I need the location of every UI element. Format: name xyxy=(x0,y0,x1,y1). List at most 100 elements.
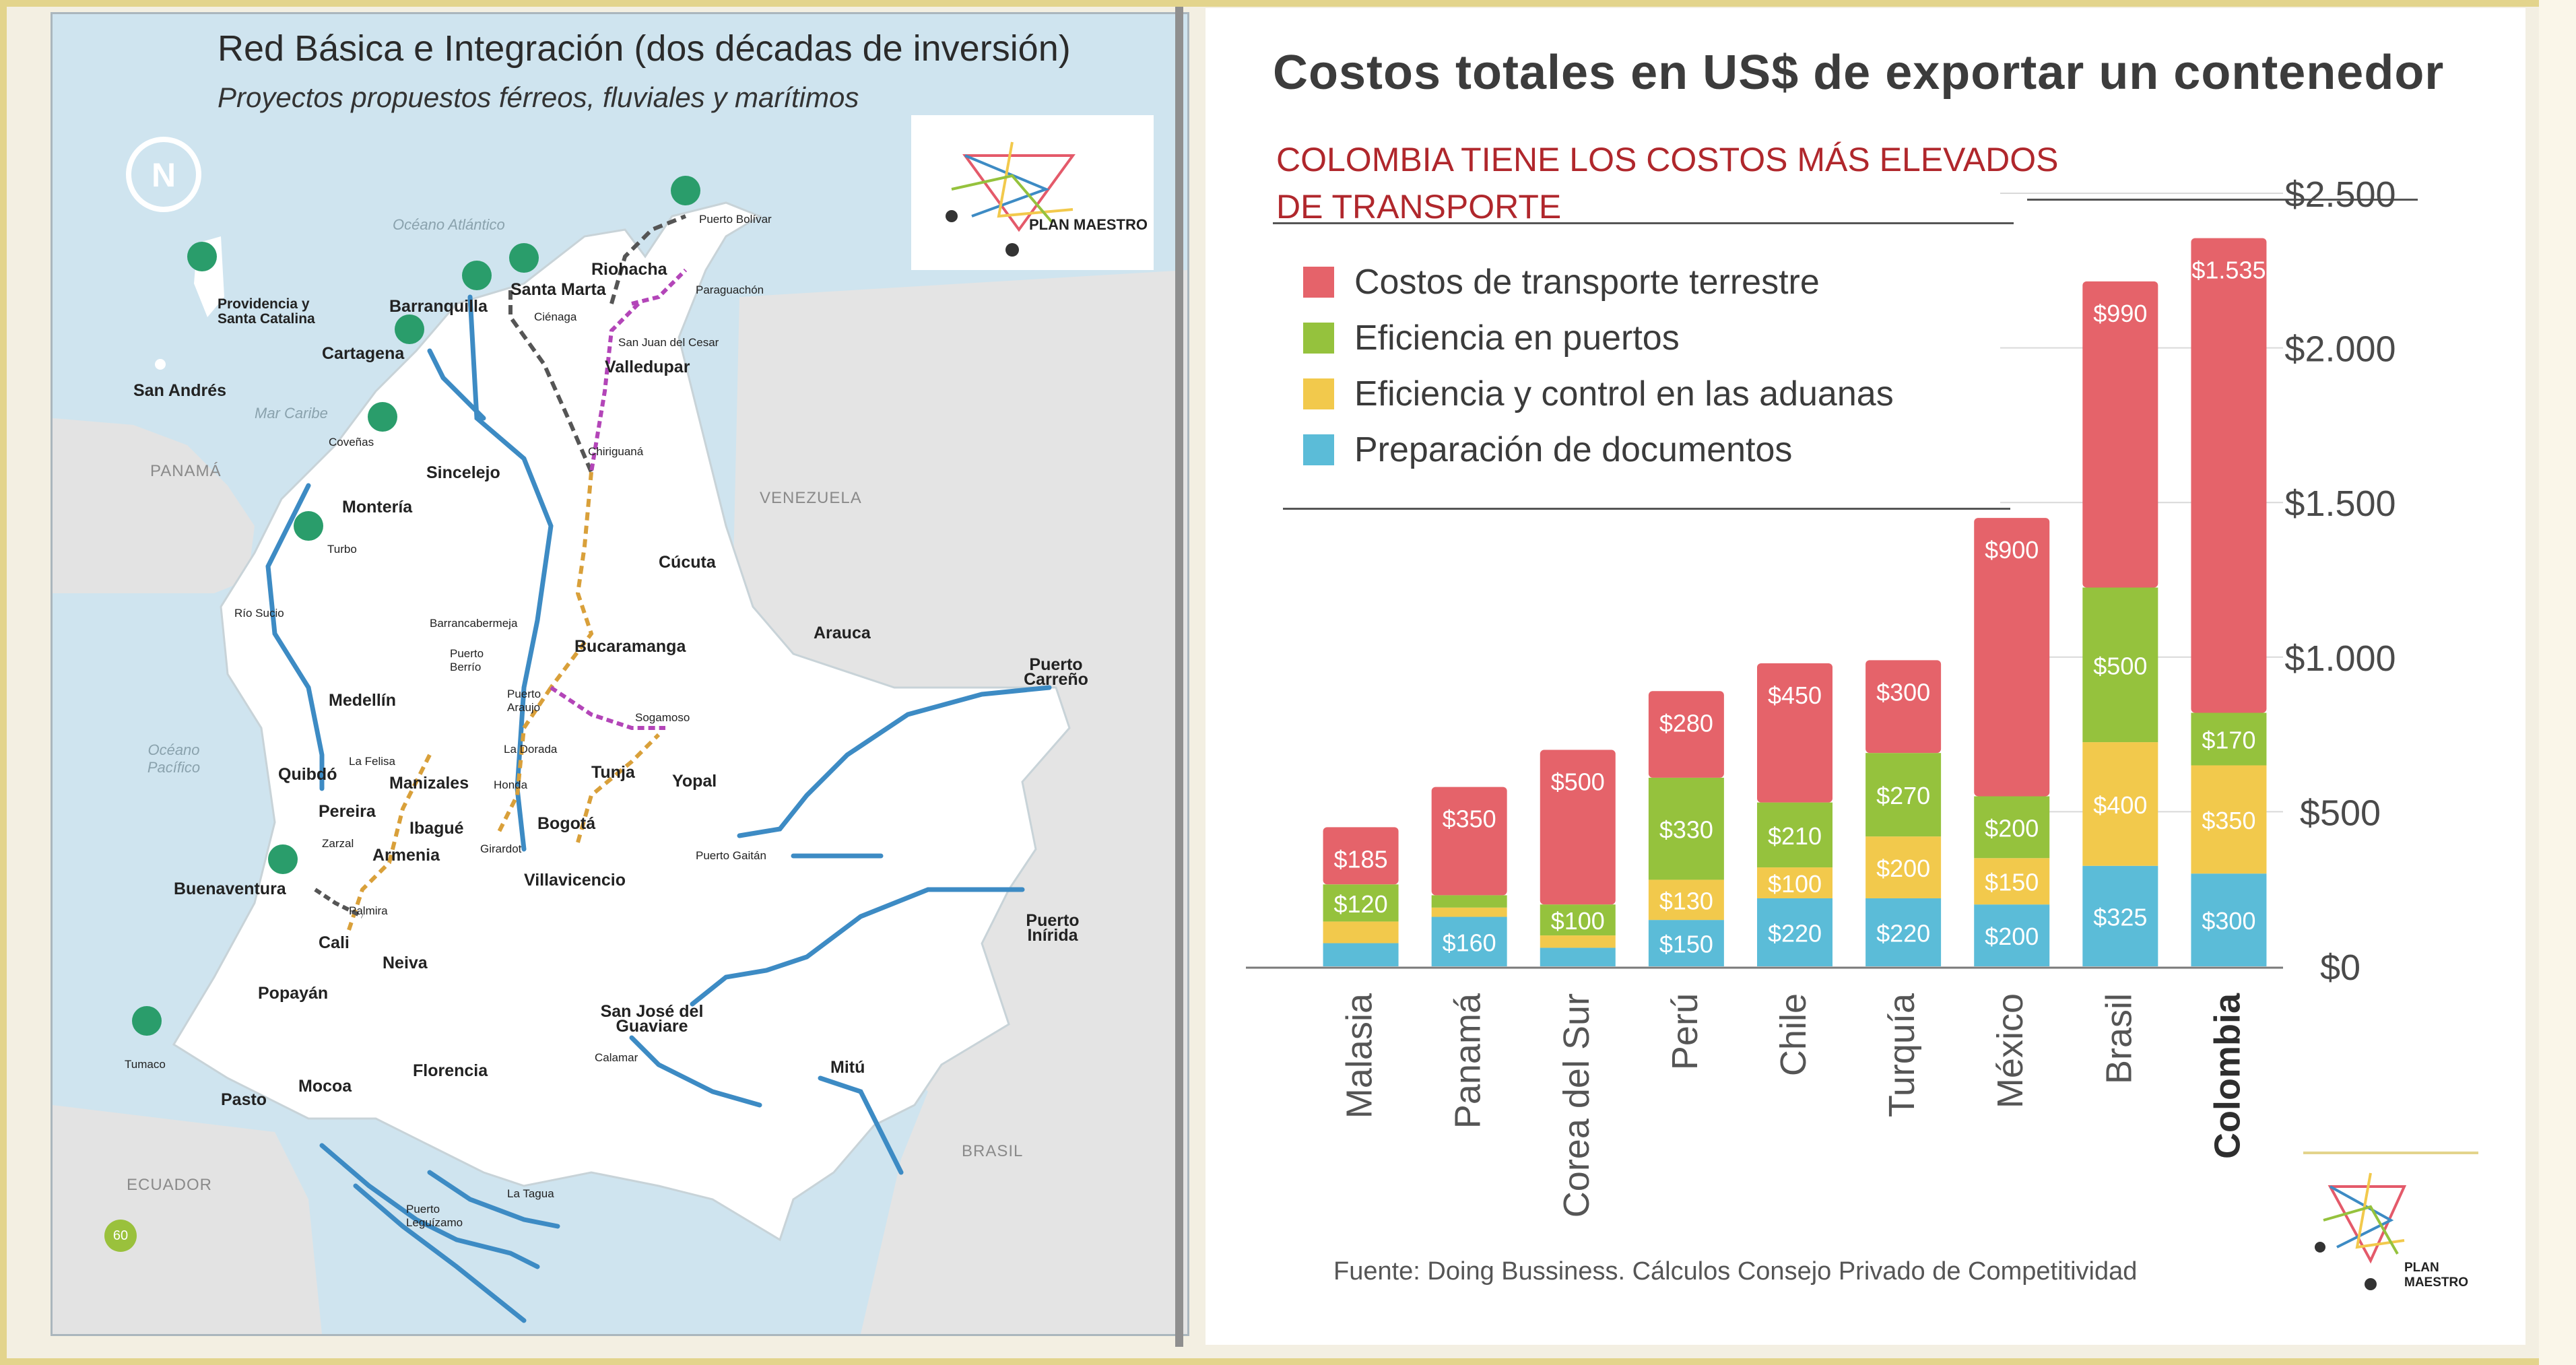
legend-item: Eficiencia en puertos xyxy=(1303,310,1894,366)
label-villavicencio: Villavicencio xyxy=(524,871,626,890)
bar-segment xyxy=(2191,765,2267,874)
legend-swatch-documentos xyxy=(1303,434,1334,465)
svg-text:N: N xyxy=(152,156,176,194)
bar-value-label: $500 xyxy=(2093,652,2147,679)
bar-value-label: $100 xyxy=(1768,870,1822,898)
bar-segment xyxy=(1648,691,1724,778)
label-la-felisa: La Felisa xyxy=(349,755,395,768)
y-tick-label: $0 xyxy=(2320,947,2360,988)
x-category-label: Chile xyxy=(1773,993,1814,1076)
label-riohacha: Riohacha xyxy=(591,260,667,279)
bar-segment xyxy=(1323,943,1399,966)
label-cucuta: Cúcuta xyxy=(659,553,716,572)
bar-segment xyxy=(1865,753,1942,837)
bar-segment xyxy=(2082,742,2158,866)
bar-segment xyxy=(1431,895,1507,908)
bar-segment xyxy=(1757,867,1832,898)
label-ecuador: ECUADOR xyxy=(127,1176,213,1194)
chart-subtitle-line2: DE TRANSPORTE xyxy=(1276,188,1562,226)
axis-top-rule xyxy=(2027,199,2418,201)
label-florencia: Florencia xyxy=(413,1061,488,1080)
x-category-label: Colombia xyxy=(2207,993,2247,1159)
bar-value-label: $900 xyxy=(1985,536,2039,564)
y-tick-label: $2.000 xyxy=(2284,329,2396,370)
label-palmira: Palmira xyxy=(349,904,388,917)
plan-maestro-logo: PLAN MAESTRO xyxy=(911,115,1154,270)
y-tick-label: $1.500 xyxy=(2284,484,2396,524)
bar-value-label: $200 xyxy=(1985,814,2039,842)
label-venezuela: VENEZUELA xyxy=(760,489,862,507)
bar-segment xyxy=(2191,238,2267,713)
export-cost-chart: Costos totales en US$ de exportar un con… xyxy=(1206,8,2525,1345)
map-subtitle: Proyectos propuestos férreos, fluviales … xyxy=(218,81,859,113)
label-panama: PANAMÁ xyxy=(150,462,222,480)
label-monteria: Montería xyxy=(342,498,413,517)
label-la-tagua: La Tagua xyxy=(507,1187,554,1200)
label-sogamoso: Sogamoso xyxy=(635,711,690,724)
label-mocoa: Mocoa xyxy=(298,1077,352,1096)
bar-value-label: $100 xyxy=(1551,907,1605,935)
colombia-network-map: N Red Básica e Integración (dos décadas … xyxy=(51,12,1189,1336)
label-cartagena: Cartagena xyxy=(322,344,405,363)
chart-source: Fuente: Doing Bussiness. Cálculos Consej… xyxy=(1333,1257,2138,1286)
bar-value-label: $185 xyxy=(1334,845,1388,873)
label-puerto-gaitan: Puerto Gaitán xyxy=(696,849,766,862)
right-edge-strip xyxy=(2539,0,2576,1365)
bar-segment xyxy=(1974,518,2050,797)
bar-segment xyxy=(1757,663,1832,803)
x-category-label: México xyxy=(1990,993,2030,1108)
bar-value-label: $1.535 xyxy=(2191,257,2266,284)
bar-value-label: $330 xyxy=(1659,816,1713,844)
legend-swatch-transporte xyxy=(1303,266,1334,298)
bar-segment xyxy=(1540,904,1616,936)
bar-segment xyxy=(1757,802,1832,868)
y-tick-label: $500 xyxy=(2300,793,2381,833)
label-oceano-atlantico: Océano Atlántico xyxy=(393,216,505,233)
legend-label: Eficiencia en puertos xyxy=(1354,318,1680,358)
plan-maestro-logo: PLAN MAESTRO xyxy=(2303,1146,2478,1314)
label-girardot: Girardot xyxy=(480,842,522,855)
bar-segment xyxy=(1648,777,1724,880)
bar-value-label: $160 xyxy=(1443,929,1496,956)
label-brasil: BRASIL xyxy=(962,1142,1024,1160)
legend-label: Eficiencia y control en las aduanas xyxy=(1354,374,1894,413)
bar-segment xyxy=(1431,907,1507,917)
bar-segment xyxy=(1431,917,1507,966)
label-la-dorada: La Dorada xyxy=(504,743,558,756)
bar-value-label: $170 xyxy=(2202,726,2255,754)
label-honda: Honda xyxy=(494,778,528,791)
label-covenas: Coveñas xyxy=(329,436,374,448)
bar-value-label: $220 xyxy=(1768,919,1822,947)
legend-item: Preparación de documentos xyxy=(1303,422,1894,477)
label-paraguachon: Paraguachón xyxy=(696,284,764,296)
plan-maestro-logo-icon xyxy=(946,141,1076,257)
bar-value-label: $300 xyxy=(1876,678,1930,706)
label-tumaco: Tumaco xyxy=(125,1058,166,1071)
bar-value-label: $280 xyxy=(1659,709,1713,737)
x-category-label: Brasil xyxy=(2099,993,2139,1084)
map-graphic: N xyxy=(53,137,1187,1334)
bar-value-label: $990 xyxy=(2093,300,2147,327)
x-category-label: Perú xyxy=(1665,993,1705,1070)
label-armenia: Armenia xyxy=(372,846,440,865)
label-bogota: Bogotá xyxy=(537,814,596,833)
label-arauca: Arauca xyxy=(814,624,871,642)
label-santa-marta: Santa Marta xyxy=(510,280,606,299)
bar-segment xyxy=(2191,873,2267,966)
bar-value-label: $210 xyxy=(1768,822,1822,850)
chart-legend: Costos de transporte terrestre Eficienci… xyxy=(1303,254,1894,477)
bar-segment xyxy=(1540,947,1616,966)
label-pereira: Pereira xyxy=(319,802,376,821)
label-bucaramanga: Bucaramanga xyxy=(574,637,686,656)
label-puerto-inirida: Puerto Inírida xyxy=(1026,911,1080,945)
x-category-label: Corea del Sur xyxy=(1556,993,1597,1218)
label-san-juan-cesar: San Juan del Cesar xyxy=(618,336,719,349)
chart-title: Costos totales en US$ de exportar un con… xyxy=(1273,46,2445,100)
legend-swatch-aduanas xyxy=(1303,378,1334,409)
y-tick-label: $2.500 xyxy=(2284,174,2396,215)
label-ibague: Ibagué xyxy=(409,819,464,838)
label-puerto-leguizamo: Puerto Leguízamo xyxy=(406,1203,463,1229)
bar-segment xyxy=(2082,281,2158,588)
x-category-label: Turquía xyxy=(1882,993,1922,1117)
legend-swatch-puertos xyxy=(1303,322,1334,354)
